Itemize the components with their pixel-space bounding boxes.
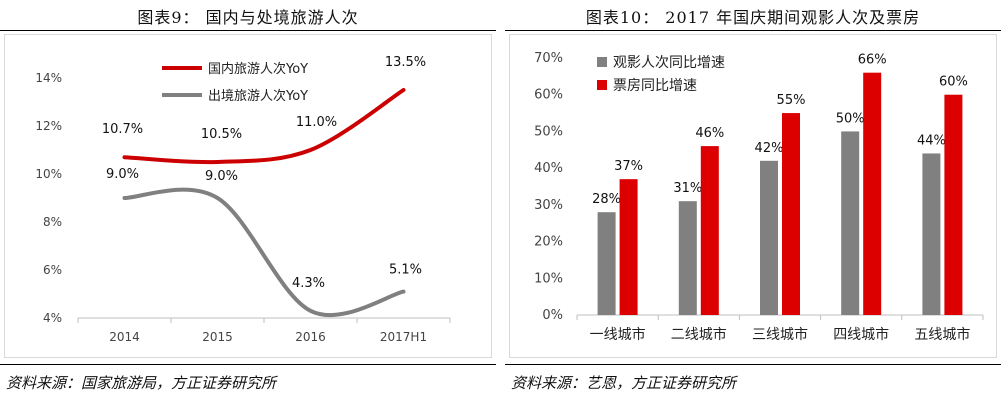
box-office-bar-chart: 0% 10% 20% 30% 40% 50% 60% 70% 一线城市 二线城市 三线城市 四线城市 五… (534, 51, 984, 343)
y-tick-label: 8% (43, 215, 62, 229)
data-label: 4.3% (292, 276, 325, 291)
data-label: 66% (858, 53, 887, 68)
y-tick-label: 60% (534, 88, 563, 103)
left-bottom-rule (0, 364, 496, 365)
data-label: 55% (777, 93, 806, 108)
viewers-bar (678, 201, 697, 315)
x-tick-label: 2016 (295, 330, 326, 344)
right-chart-panel: 图表10： 2017 年国庆期间观影人次及票房 0% 10% 20% 30% 40% 50… (505, 0, 1001, 405)
data-label: 44% (917, 133, 946, 148)
left-source-note: 资料来源：国家旅游局，方正证券研究所 (6, 374, 277, 392)
box-office-bar (700, 146, 719, 315)
data-label: 42% (755, 141, 784, 156)
viewers-bar (922, 153, 941, 315)
tourism-line-chart: 4% 6% 8% 10% 12% 14% 2014 2015 2016 2017H1 10.7% 10… (35, 55, 451, 344)
right-top-rule (505, 30, 1001, 31)
legend-label: 票房同比增速 (613, 78, 697, 94)
right-chart-title: 图表10： 2017 年国庆期间观影人次及票房 (585, 8, 921, 27)
x-tick-label: 三线城市 (752, 326, 808, 343)
data-label: 50% (836, 111, 865, 126)
y-tick-label: 6% (43, 263, 62, 277)
data-label: 28% (592, 192, 621, 207)
legend-label: 出境旅游人次YoY (208, 88, 308, 104)
x-tick-label: 2014 (109, 330, 140, 344)
legend-swatch (597, 57, 607, 67)
left-top-rule (0, 30, 496, 31)
y-tick-label: 10% (35, 167, 62, 181)
x-tick-label: 一线城市 (590, 326, 646, 343)
data-label: 31% (673, 181, 702, 196)
data-label: 10.7% (102, 122, 143, 137)
x-tick-label: 二线城市 (671, 326, 727, 343)
data-label: 5.1% (389, 263, 422, 278)
data-label: 11.0% (296, 115, 337, 130)
x-tick-label: 2015 (202, 330, 233, 344)
x-tick-label: 四线城市 (833, 326, 889, 343)
y-tick-label: 14% (35, 71, 62, 85)
y-tick-label: 50% (534, 124, 563, 139)
data-label: 13.5% (385, 55, 426, 70)
y-tick-label: 70% (534, 51, 563, 66)
y-tick-label: 30% (534, 198, 563, 213)
legend-label: 观影人次同比增速 (613, 55, 725, 71)
y-tick-label: 0% (542, 308, 563, 323)
legend-label: 国内旅游人次YoY (208, 61, 308, 77)
left-chart-panel: 图表9： 国内与处境旅游人次 4% 6% 8% 10% 12% 14% 2014 2015 20… (0, 0, 496, 405)
box-office-bar (863, 72, 882, 315)
series-line-outbound (122, 187, 406, 318)
data-label: 60% (939, 75, 968, 90)
left-plot-frame (4, 34, 492, 358)
data-label: 37% (614, 159, 643, 174)
viewers-bar (841, 131, 860, 315)
box-office-bar (944, 94, 963, 315)
series-line-domestic (122, 88, 406, 165)
box-office-bar (782, 113, 800, 315)
legend-swatch (597, 80, 607, 90)
viewers-bar (597, 212, 616, 315)
box-office-bar (619, 179, 638, 315)
y-tick-label: 4% (43, 311, 62, 325)
right-source-note: 资料来源：艺恩，方正证券研究所 (511, 374, 737, 392)
data-label: 9.0% (106, 167, 139, 182)
y-tick-label: 40% (534, 161, 563, 176)
data-label: 10.5% (201, 127, 242, 142)
y-tick-label: 10% (534, 271, 563, 286)
right-bottom-rule (505, 364, 1001, 365)
right-plot-frame (509, 34, 997, 358)
x-tick-label: 五线城市 (914, 326, 970, 343)
data-label: 46% (695, 126, 724, 141)
x-tick-label: 2017H1 (380, 330, 427, 344)
y-tick-label: 12% (35, 119, 62, 133)
left-chart-title: 图表9： 国内与处境旅游人次 (137, 8, 359, 27)
data-label: 9.0% (205, 169, 238, 184)
viewers-bar (760, 160, 778, 315)
y-tick-label: 20% (534, 235, 563, 250)
